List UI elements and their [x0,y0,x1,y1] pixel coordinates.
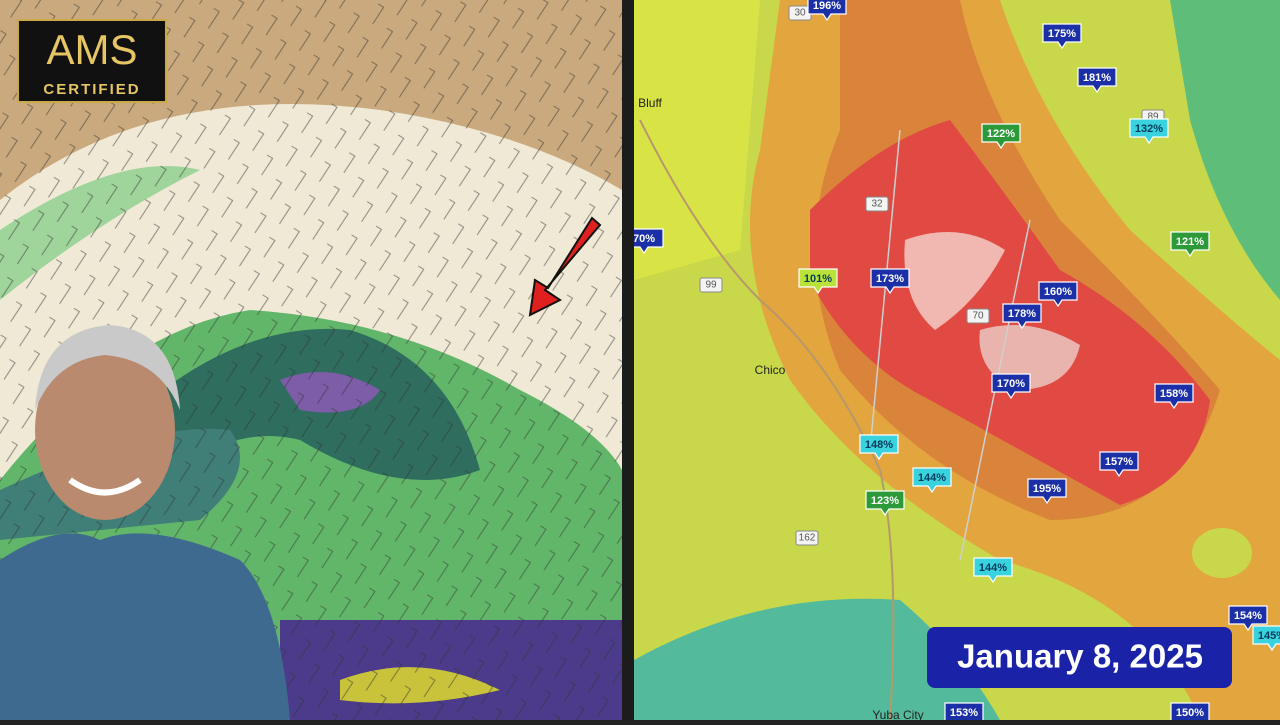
marker-label: 148% [865,439,893,451]
highway-shield [795,530,819,546]
highway-shield [966,308,990,324]
marker-label: 181% [1083,72,1111,84]
marker-label: 195% [1033,483,1061,495]
marker-pin [1170,702,1210,720]
town-label: Chico [755,363,786,377]
marker-label: 144% [918,472,946,484]
marker-pin [859,434,899,461]
marker-label: 154% [1234,610,1262,622]
town-label: Bluff [638,96,662,110]
marker-label: 175% [1048,28,1076,40]
marker-label: 70% [633,233,655,245]
marker-label: 153% [950,707,978,719]
presenter [0,325,290,720]
marker-pin [865,490,905,517]
highway-shield [865,196,889,212]
marker-pin [1228,605,1268,632]
marker-pin [1154,383,1194,410]
marker-pin [1170,231,1210,258]
date-label: January 8, 2025 [957,638,1203,675]
marker-label: 121% [1176,236,1204,248]
precip-map: Bluff Chico Yuba City 30 99 32 70 162 89 196% 175%… [633,0,1280,720]
marker-pin [807,0,847,22]
marker-pin [1077,67,1117,94]
marker-label: 173% [876,273,904,285]
wind-map: AMS CERTIFIED [0,0,622,720]
marker-label: 150% [1176,707,1204,719]
marker-pin [991,373,1031,400]
highway-number: 30 [794,8,806,19]
marker-pin [944,702,984,720]
highway-number: 99 [705,280,717,291]
marker-pin [634,228,664,255]
marker-label: 122% [987,128,1015,140]
marker-label: 178% [1008,308,1036,320]
marker-pin [870,268,910,295]
highway-number: 32 [871,199,883,210]
highway-shield [699,277,723,293]
marker-pin [1027,478,1067,505]
marker-label: 144% [979,562,1007,574]
marker-pin [973,557,1013,584]
marker-pin [798,268,838,295]
marker-pin [1099,451,1139,478]
town-label: Yuba City [872,708,923,720]
marker-label: 157% [1105,456,1133,468]
marker-pin [912,467,952,494]
badge-title: AMS [46,26,137,73]
badge-subtitle: CERTIFIED [43,81,140,98]
marker-pin [1129,118,1169,145]
marker-label: 101% [804,273,832,285]
highway-number: 70 [972,311,984,322]
marker-label: 196% [813,0,841,12]
marker-pin [1002,303,1042,330]
marker-pin [1042,23,1082,50]
marker-label: 160% [1044,286,1072,298]
marker-label: 132% [1135,123,1163,135]
marker-label: 170% [997,378,1025,390]
marker-label: 158% [1160,388,1188,400]
highway-number: 89 [1147,112,1159,123]
marker-label: 123% [871,495,899,507]
marker-pin [1252,625,1280,652]
marker-label: 145% [1258,630,1280,642]
highway-number: 162 [799,533,816,544]
marker-pin [1038,281,1078,308]
marker-pin [981,123,1021,150]
